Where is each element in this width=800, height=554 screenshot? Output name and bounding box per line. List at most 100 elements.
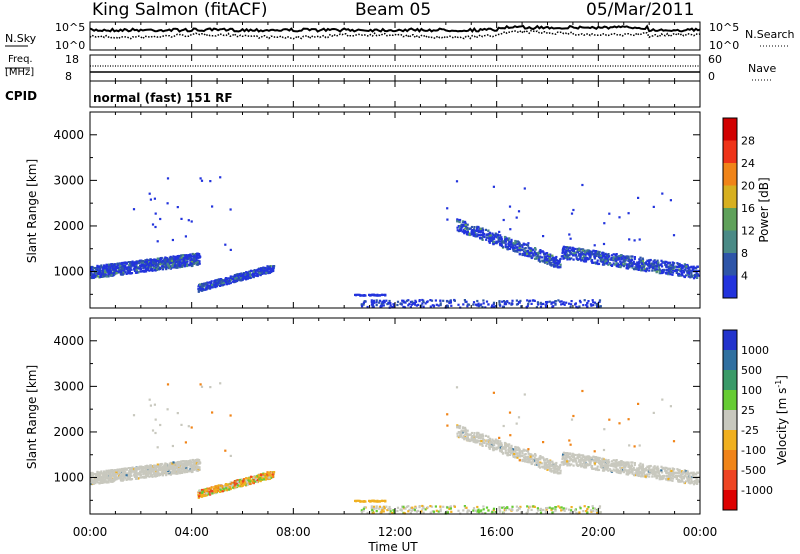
power-echo [548,300,551,303]
power-echo [538,256,541,259]
power-echo [354,293,357,296]
power-echo [91,269,94,272]
power-echo [429,299,432,302]
power-echo [672,234,676,237]
velocity-echo [245,481,248,484]
velocity-echo [198,495,201,498]
velocity-echo [549,469,552,472]
power-echo [652,264,655,267]
velocity-echo [104,477,107,480]
power-echo [474,233,477,236]
power-echo [117,270,120,273]
velocity-echo [111,469,114,472]
power-echo [555,259,558,262]
velocity-echo [477,436,480,439]
power-echo [564,253,567,256]
power-echo [442,299,445,302]
power-echo [682,265,685,268]
velocity-echo [176,465,180,468]
power-echo [480,234,483,237]
velocity-echo [223,485,226,488]
power-echo [199,289,202,292]
power-echo [209,281,212,284]
power-echo [516,246,519,249]
velocity-echo [128,470,131,473]
power-echo [478,227,481,230]
velocity-echo [103,481,106,484]
power-echo [246,277,249,280]
velocity-echo [270,474,273,477]
power-echo [131,260,134,263]
power-echo [563,257,566,260]
velocity-echo [474,436,477,439]
power-echo [579,254,582,258]
velocity-echo [129,478,132,481]
velocity-echo [191,469,194,472]
power-echo [654,267,657,270]
power-echo [144,259,147,262]
velocity-echo [105,471,108,474]
power-echo [108,265,111,269]
power-echo [677,263,680,266]
velocity-echo [481,437,485,440]
power-echo [200,179,204,182]
power-echo [172,257,175,260]
power-echo [568,233,571,236]
velocity-echo [550,467,553,470]
power-echo [125,268,128,271]
power-echo [504,240,507,243]
velocity-echo [548,464,551,467]
velocity-echo [514,450,517,453]
velocity-echo [108,477,111,480]
power-echo [518,253,521,256]
power-echo [620,262,623,265]
velocity-echo [145,466,148,469]
power-echo [195,258,198,261]
power-echo [692,265,695,268]
power-echo [631,264,634,268]
velocity-echo [150,468,153,471]
power-echo [542,260,545,263]
power-echo [184,235,187,238]
power-echo [446,207,449,210]
power-echo [462,223,465,226]
power-echo [521,245,524,249]
power-echo [559,263,562,266]
power-echo [545,306,548,309]
power-echo [611,257,614,261]
power-echo [492,303,495,306]
power-echo [231,277,234,280]
power-echo [527,302,530,305]
velocity-echo [546,460,549,464]
power-echo [266,271,270,274]
power-echo [250,273,254,276]
velocity-echo [182,469,185,472]
power-echo [149,198,152,201]
power-echo [94,273,97,276]
velocity-echo [184,464,187,468]
velocity-echo [622,469,625,472]
power-echo [179,258,183,261]
velocity-echo [539,456,542,459]
velocity-echo [270,476,273,479]
power-echo [595,303,598,306]
velocity-echo [260,473,263,476]
power-echo [206,287,210,290]
velocity-echo [225,488,228,491]
velocity-echo [215,490,218,493]
velocity-echo [156,463,159,466]
power-echo [672,266,675,269]
colorbar-swatch [723,118,737,141]
velocity-echo [184,461,187,464]
power-echo [568,254,571,257]
velocity-echo [554,466,557,469]
power-echo [687,271,691,274]
power-echo [494,305,497,308]
power-echo [546,262,549,265]
velocity-echo [521,459,524,462]
power-echo [255,269,259,272]
velocity-echo [151,469,154,472]
velocity-echo [466,432,469,435]
velocity-echo [166,472,169,475]
velocity-echo [178,466,181,469]
